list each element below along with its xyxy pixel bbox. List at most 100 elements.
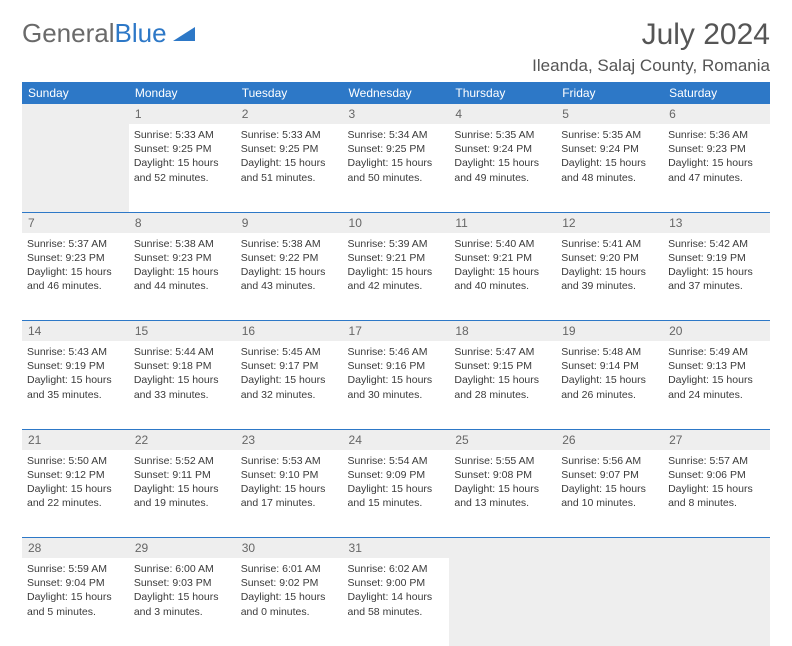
daylight-text: Daylight: 15 hours and 10 minutes. xyxy=(561,482,658,510)
weekday-header: Wednesday xyxy=(343,82,450,104)
logo-text-1: General xyxy=(22,18,115,49)
month-title: July 2024 xyxy=(532,18,770,52)
sunrise-text: Sunrise: 5:38 AM xyxy=(241,237,338,251)
title-block: July 2024 Ileanda, Salaj County, Romania xyxy=(532,18,770,76)
sunset-text: Sunset: 9:19 PM xyxy=(668,251,765,265)
day-details: Sunrise: 5:47 AMSunset: 9:15 PMDaylight:… xyxy=(454,345,551,402)
daylight-text: Daylight: 15 hours and 51 minutes. xyxy=(241,156,338,184)
sunrise-text: Sunrise: 5:39 AM xyxy=(348,237,445,251)
day-number-cell: 10 xyxy=(343,212,450,233)
day-cell: Sunrise: 5:43 AMSunset: 9:19 PMDaylight:… xyxy=(22,341,129,429)
sunset-text: Sunset: 9:23 PM xyxy=(134,251,231,265)
daylight-text: Daylight: 15 hours and 48 minutes. xyxy=(561,156,658,184)
daylight-text: Daylight: 15 hours and 50 minutes. xyxy=(348,156,445,184)
day-cell: Sunrise: 5:38 AMSunset: 9:22 PMDaylight:… xyxy=(236,233,343,321)
sunset-text: Sunset: 9:21 PM xyxy=(348,251,445,265)
day-details: Sunrise: 5:59 AMSunset: 9:04 PMDaylight:… xyxy=(27,562,124,619)
sunrise-text: Sunrise: 6:00 AM xyxy=(134,562,231,576)
sunrise-text: Sunrise: 5:44 AM xyxy=(134,345,231,359)
sunrise-text: Sunrise: 5:57 AM xyxy=(668,454,765,468)
day-number-cell: 14 xyxy=(22,321,129,342)
sunrise-text: Sunrise: 5:36 AM xyxy=(668,128,765,142)
day-cell xyxy=(22,124,129,212)
day-details: Sunrise: 5:55 AMSunset: 9:08 PMDaylight:… xyxy=(454,454,551,511)
sunrise-text: Sunrise: 5:49 AM xyxy=(668,345,765,359)
day-cell xyxy=(556,558,663,646)
day-cell: Sunrise: 5:44 AMSunset: 9:18 PMDaylight:… xyxy=(129,341,236,429)
day-number-cell: 17 xyxy=(343,321,450,342)
sunrise-text: Sunrise: 6:02 AM xyxy=(348,562,445,576)
day-details: Sunrise: 5:39 AMSunset: 9:21 PMDaylight:… xyxy=(348,237,445,294)
day-number-cell: 8 xyxy=(129,212,236,233)
sunset-text: Sunset: 9:16 PM xyxy=(348,359,445,373)
day-cell: Sunrise: 6:01 AMSunset: 9:02 PMDaylight:… xyxy=(236,558,343,646)
day-cell: Sunrise: 5:42 AMSunset: 9:19 PMDaylight:… xyxy=(663,233,770,321)
day-number-cell: 30 xyxy=(236,538,343,559)
day-number-cell: 26 xyxy=(556,429,663,450)
sunrise-text: Sunrise: 5:41 AM xyxy=(561,237,658,251)
sunset-text: Sunset: 9:25 PM xyxy=(348,142,445,156)
calendar-body: 123456Sunrise: 5:33 AMSunset: 9:25 PMDay… xyxy=(22,104,770,646)
day-number-cell: 11 xyxy=(449,212,556,233)
calendar-table: SundayMondayTuesdayWednesdayThursdayFrid… xyxy=(22,82,770,646)
sunset-text: Sunset: 9:23 PM xyxy=(668,142,765,156)
day-details: Sunrise: 6:00 AMSunset: 9:03 PMDaylight:… xyxy=(134,562,231,619)
sunrise-text: Sunrise: 5:52 AM xyxy=(134,454,231,468)
sunrise-text: Sunrise: 5:47 AM xyxy=(454,345,551,359)
weekday-header: Monday xyxy=(129,82,236,104)
day-details: Sunrise: 5:57 AMSunset: 9:06 PMDaylight:… xyxy=(668,454,765,511)
daylight-text: Daylight: 15 hours and 39 minutes. xyxy=(561,265,658,293)
sunset-text: Sunset: 9:24 PM xyxy=(561,142,658,156)
sunset-text: Sunset: 9:11 PM xyxy=(134,468,231,482)
day-details: Sunrise: 5:56 AMSunset: 9:07 PMDaylight:… xyxy=(561,454,658,511)
sunset-text: Sunset: 9:02 PM xyxy=(241,576,338,590)
sunrise-text: Sunrise: 5:59 AM xyxy=(27,562,124,576)
weekday-header: Thursday xyxy=(449,82,556,104)
sunrise-text: Sunrise: 5:38 AM xyxy=(134,237,231,251)
sunset-text: Sunset: 9:17 PM xyxy=(241,359,338,373)
day-number-cell: 1 xyxy=(129,104,236,124)
day-cell: Sunrise: 5:55 AMSunset: 9:08 PMDaylight:… xyxy=(449,450,556,538)
sunrise-text: Sunrise: 6:01 AM xyxy=(241,562,338,576)
sunrise-text: Sunrise: 5:34 AM xyxy=(348,128,445,142)
logo-text-2: Blue xyxy=(115,18,167,49)
day-number-cell: 24 xyxy=(343,429,450,450)
sunrise-text: Sunrise: 5:56 AM xyxy=(561,454,658,468)
daylight-text: Daylight: 15 hours and 52 minutes. xyxy=(134,156,231,184)
sunrise-text: Sunrise: 5:45 AM xyxy=(241,345,338,359)
day-cell: Sunrise: 5:46 AMSunset: 9:16 PMDaylight:… xyxy=(343,341,450,429)
daylight-text: Daylight: 15 hours and 35 minutes. xyxy=(27,373,124,401)
day-details: Sunrise: 5:43 AMSunset: 9:19 PMDaylight:… xyxy=(27,345,124,402)
day-details: Sunrise: 6:01 AMSunset: 9:02 PMDaylight:… xyxy=(241,562,338,619)
sunrise-text: Sunrise: 5:50 AM xyxy=(27,454,124,468)
day-cell: Sunrise: 5:36 AMSunset: 9:23 PMDaylight:… xyxy=(663,124,770,212)
daylight-text: Daylight: 15 hours and 15 minutes. xyxy=(348,482,445,510)
day-cell: Sunrise: 5:39 AMSunset: 9:21 PMDaylight:… xyxy=(343,233,450,321)
sunset-text: Sunset: 9:25 PM xyxy=(134,142,231,156)
day-details: Sunrise: 5:38 AMSunset: 9:23 PMDaylight:… xyxy=(134,237,231,294)
day-cell: Sunrise: 5:47 AMSunset: 9:15 PMDaylight:… xyxy=(449,341,556,429)
day-details: Sunrise: 5:46 AMSunset: 9:16 PMDaylight:… xyxy=(348,345,445,402)
sunrise-text: Sunrise: 5:35 AM xyxy=(561,128,658,142)
day-cell: Sunrise: 5:52 AMSunset: 9:11 PMDaylight:… xyxy=(129,450,236,538)
sunrise-text: Sunrise: 5:43 AM xyxy=(27,345,124,359)
daylight-text: Daylight: 15 hours and 8 minutes. xyxy=(668,482,765,510)
sunset-text: Sunset: 9:20 PM xyxy=(561,251,658,265)
day-cell: Sunrise: 5:35 AMSunset: 9:24 PMDaylight:… xyxy=(449,124,556,212)
logo: GeneralBlue xyxy=(22,18,197,49)
day-cell: Sunrise: 5:33 AMSunset: 9:25 PMDaylight:… xyxy=(236,124,343,212)
sunset-text: Sunset: 9:09 PM xyxy=(348,468,445,482)
day-number-cell: 23 xyxy=(236,429,343,450)
day-cell: Sunrise: 5:48 AMSunset: 9:14 PMDaylight:… xyxy=(556,341,663,429)
daylight-text: Daylight: 15 hours and 37 minutes. xyxy=(668,265,765,293)
day-details: Sunrise: 5:41 AMSunset: 9:20 PMDaylight:… xyxy=(561,237,658,294)
daylight-text: Daylight: 15 hours and 22 minutes. xyxy=(27,482,124,510)
daylight-text: Daylight: 15 hours and 32 minutes. xyxy=(241,373,338,401)
day-cell: Sunrise: 5:35 AMSunset: 9:24 PMDaylight:… xyxy=(556,124,663,212)
daylight-text: Daylight: 15 hours and 47 minutes. xyxy=(668,156,765,184)
day-details: Sunrise: 5:35 AMSunset: 9:24 PMDaylight:… xyxy=(561,128,658,185)
sunset-text: Sunset: 9:14 PM xyxy=(561,359,658,373)
day-details: Sunrise: 5:35 AMSunset: 9:24 PMDaylight:… xyxy=(454,128,551,185)
day-details: Sunrise: 5:53 AMSunset: 9:10 PMDaylight:… xyxy=(241,454,338,511)
day-details: Sunrise: 5:37 AMSunset: 9:23 PMDaylight:… xyxy=(27,237,124,294)
